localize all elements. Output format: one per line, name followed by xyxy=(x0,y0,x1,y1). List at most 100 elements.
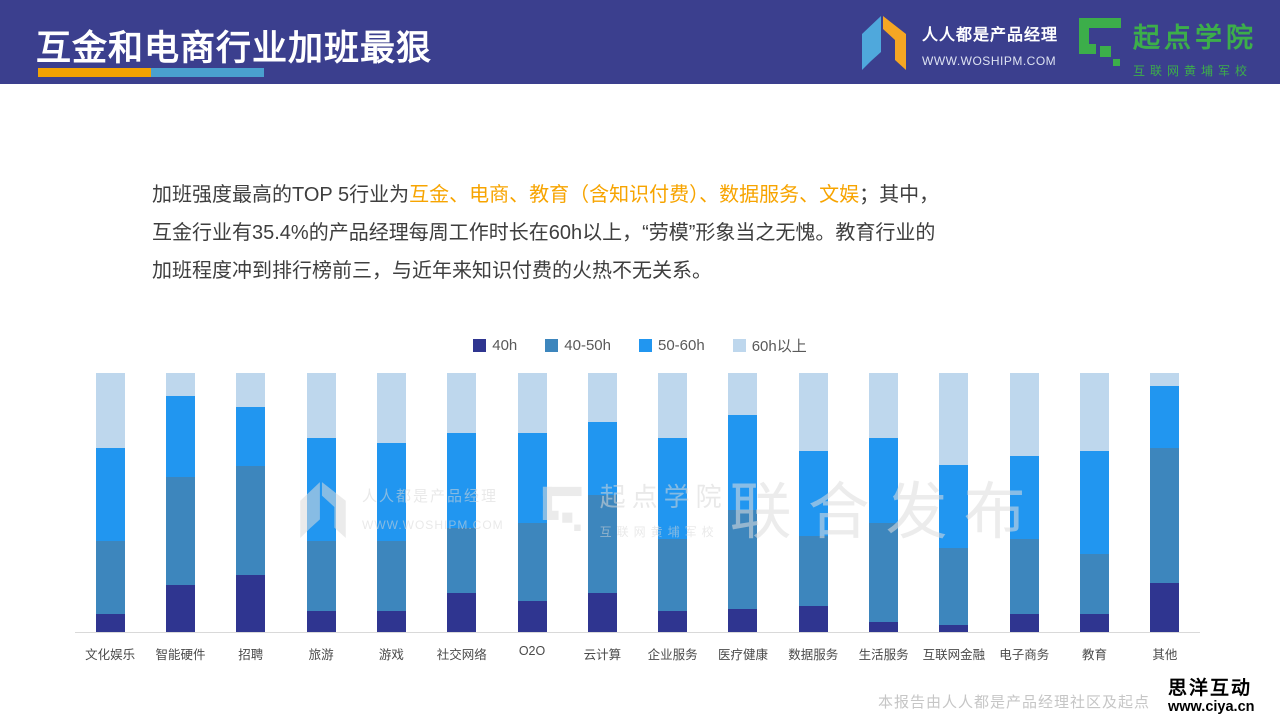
chart-column-6 xyxy=(427,372,497,632)
bar-segment-50-60h xyxy=(236,406,266,467)
chart-column-12 xyxy=(848,372,918,632)
bar-segment-40-50h xyxy=(728,510,758,609)
bar-segment-50-60h xyxy=(95,448,125,542)
bar-segment-40h xyxy=(1009,613,1039,632)
bar-segment-50-60h xyxy=(306,437,336,542)
bar-segment-40h xyxy=(306,611,336,632)
bar-segment-40h xyxy=(1150,582,1180,632)
x-axis-label: 其他 xyxy=(1152,648,1178,662)
bar-segment-60h以上 xyxy=(798,373,828,451)
bar-segment-60h以上 xyxy=(236,372,266,407)
x-axis-label: O2O xyxy=(518,644,546,658)
legend-item-50-60h: 50-60h xyxy=(639,335,705,356)
bar-segment-50-60h xyxy=(798,450,828,537)
bar-segment-40h xyxy=(447,593,477,632)
chart-column-10 xyxy=(708,373,778,632)
bar-segment-40-50h xyxy=(306,541,336,612)
bar-segment-40-50h xyxy=(798,536,828,607)
woshipm-url: WWW.WOSHIPM.COM xyxy=(922,54,1057,68)
chart-x-axis-labels: 文化娱乐 智能硬件 招聘 旅游 游戏 社交网络 O2O 云计算 企业服务 医疗健康 数据服务 生活服务… xyxy=(75,644,1200,663)
bar-segment-50-60h xyxy=(447,432,477,529)
qidian-logo-icon xyxy=(1079,18,1121,66)
bar-segment-40-50h xyxy=(236,466,266,575)
bar-segment-60h以上 xyxy=(517,373,547,433)
bar-segment-50-60h xyxy=(869,437,899,524)
bar-stack xyxy=(517,373,547,632)
bar-stack xyxy=(306,373,336,632)
bar-segment-60h以上 xyxy=(306,373,336,438)
chart-column-15 xyxy=(1059,373,1129,632)
legend-swatch-icon xyxy=(545,339,559,352)
bar-segment-40h xyxy=(939,625,969,632)
qidian-name: 起点学院 xyxy=(1133,23,1257,53)
woshipm-name: 人人都是产品经理 xyxy=(922,27,1059,44)
bar-stack xyxy=(447,372,477,632)
intro-line2: 互金行业有35.4%的产品经理每周工作时长在60h以上，“劳模”形象当之无愧。教… xyxy=(152,222,936,244)
bar-segment-60h以上 xyxy=(728,373,758,415)
bar-stack xyxy=(165,373,195,632)
legend-item-40h: 40h xyxy=(473,335,517,356)
intro-suffix: ；其中， xyxy=(859,184,940,206)
x-axis-label: 旅游 xyxy=(308,648,334,662)
chart-column-2 xyxy=(145,373,215,632)
x-axis-label: 招聘 xyxy=(238,648,264,662)
bar-segment-50-60h xyxy=(939,464,969,548)
qidian-subtitle: 互联网黄埔军校 xyxy=(1133,64,1253,78)
bar-stack xyxy=(236,372,266,632)
legend-swatch-icon xyxy=(639,339,652,352)
bar-segment-40h xyxy=(587,593,617,632)
chart-plot xyxy=(75,372,1200,633)
bar-segment-60h以上 xyxy=(95,373,125,449)
x-axis-label: 电子商务 xyxy=(999,648,1050,662)
x-axis-label: 企业服务 xyxy=(647,648,698,662)
ciya-watermark: 思洋互动 www.ciya.cn xyxy=(1168,679,1255,715)
bar-segment-60h以上 xyxy=(869,372,899,438)
chart-column-1 xyxy=(75,373,145,632)
x-axis-label: 医疗健康 xyxy=(717,648,768,662)
x-axis-label: 云计算 xyxy=(583,648,622,662)
bar-segment-50-60h xyxy=(658,437,688,539)
x-axis-label: 智能硬件 xyxy=(155,648,206,662)
bar-stack xyxy=(939,373,969,632)
bar-segment-40h xyxy=(658,611,688,632)
bar-segment-50-60h xyxy=(1080,450,1110,555)
legend-swatch-icon xyxy=(473,339,487,352)
woshipm-text-block: 人人都是产品经理 WWW.WOSHIPM.COM xyxy=(922,21,1058,68)
bar-segment-40-50h xyxy=(1150,448,1180,583)
bar-segment-60h以上 xyxy=(658,373,688,438)
bar-segment-60h以上 xyxy=(587,373,617,423)
bar-segment-40-50h xyxy=(376,541,406,612)
bar-stack xyxy=(587,373,617,632)
bar-segment-40-50h xyxy=(939,547,969,626)
title-underline-blue xyxy=(151,68,264,77)
bar-segment-60h以上 xyxy=(165,373,195,397)
bar-segment-40-50h xyxy=(95,541,125,614)
bar-segment-50-60h xyxy=(1150,385,1180,449)
bar-segment-50-60h xyxy=(517,432,547,524)
bar-stack xyxy=(1009,373,1039,632)
chart-legend: 40h 40-50h 50-60h 60h以上 xyxy=(0,335,1280,356)
bar-segment-40-50h xyxy=(1080,554,1110,614)
x-axis-label: 数据服务 xyxy=(788,648,839,662)
intro-paragraph: 加班强度最高的TOP 5行业为互金、电商、教育（含知识付费）、数据服务、文娱；其… xyxy=(152,176,1152,290)
bar-segment-60h以上 xyxy=(1009,373,1039,456)
chart-column-3 xyxy=(216,372,286,632)
bar-segment-40-50h xyxy=(869,523,899,622)
bar-stack xyxy=(869,372,899,632)
legend-item-60h以上: 60h以上 xyxy=(732,335,807,356)
bar-segment-40h xyxy=(869,621,899,632)
bar-segment-40-50h xyxy=(658,538,688,612)
bar-stack xyxy=(798,373,828,632)
chart-column-13 xyxy=(919,373,989,632)
bar-segment-50-60h xyxy=(728,414,758,511)
intro-highlight: 互金、电商、教育（含知识付费）、数据服务、文娱 xyxy=(409,184,860,206)
bar-segment-40-50h xyxy=(587,494,617,594)
bar-segment-60h以上 xyxy=(939,373,969,465)
bar-segment-60h以上 xyxy=(1080,373,1110,451)
bar-segment-40-50h xyxy=(165,476,195,586)
x-axis-label: 社交网络 xyxy=(436,648,487,662)
bar-stack xyxy=(1080,373,1110,632)
intro-line3: 加班程度冲到排行榜前三，与近年来知识付费的火热不无关系。 xyxy=(152,260,712,282)
bar-segment-40h xyxy=(95,613,125,632)
